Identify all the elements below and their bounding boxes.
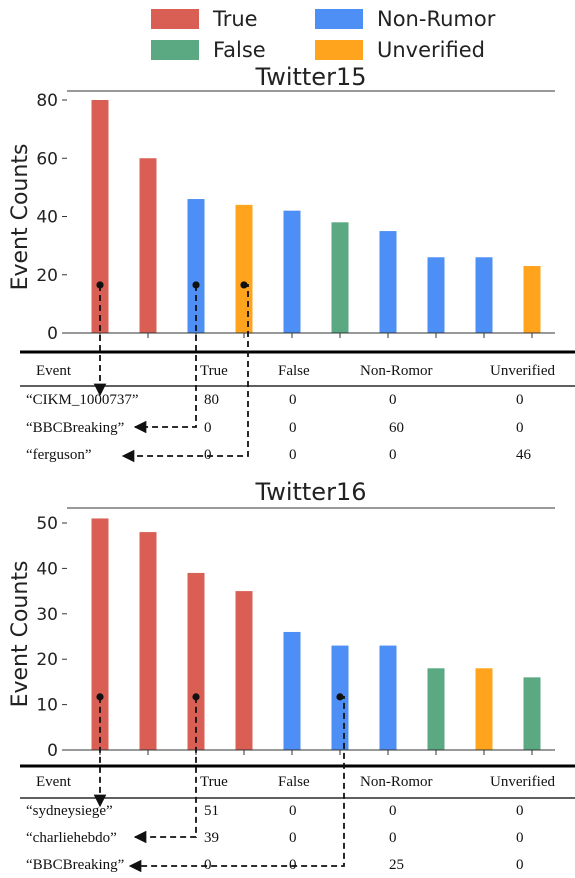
table-header-2: False [278,363,310,379]
bar-1 [91,518,109,750]
table-cell: 0 [289,830,297,846]
y-tick-label: 10 [36,696,58,716]
leader-arrow [133,696,197,844]
y-tick-label: 80 [36,91,58,111]
bar-2 [139,158,157,333]
table-cell: “BBCBreaking” [26,420,124,436]
y-tick-label: 40 [36,559,58,579]
y-tick-label: 30 [36,605,58,625]
table-cell: 51 [204,803,219,819]
y-tick-label: 50 [36,514,58,534]
legend-label: True [212,7,258,31]
table-cell: “ferguson” [26,447,92,463]
y-axis-label: Event Counts [8,144,33,291]
bar-8 [427,257,445,333]
table-cell: 0 [204,420,212,436]
bar-8 [427,668,445,750]
leader-arrow [121,284,249,463]
twitter16-panel: Twitter16 Event Counts 0 10 20 30 40 50 Event Tru… [8,478,575,873]
bar-9 [475,668,493,750]
bar-6 [331,222,349,333]
bar-5 [283,631,301,750]
bar-5 [283,210,301,333]
table-header-1: True [200,363,228,379]
table-header-0: Event [36,363,72,379]
table-cell: 0 [389,392,397,408]
table-header-2: False [278,774,310,790]
table-cell: 0 [389,803,397,819]
table-cell: 0 [204,857,212,873]
chart-title: Twitter16 [255,478,367,506]
table-cell: 60 [389,420,404,436]
table-header-4: Unverified [490,363,555,379]
table-cell: 0 [389,830,397,846]
twitter15-panel: Twitter15 Event Counts 0 20 40 60 80 Event True F… [8,63,575,463]
table-cell: 46 [516,447,532,463]
y-tick-label: 20 [36,266,58,286]
y-tick-label: 20 [36,650,58,670]
legend-swatch-true [151,9,199,29]
table-cell: “sydneysiege” [26,803,113,819]
legend: True Non-Rumor False Unverified [151,7,496,62]
legend-swatch-non-rumor [315,9,363,29]
bar-3 [187,199,205,333]
table-cell: 0 [289,803,297,819]
legend-label: Non-Rumor [377,7,496,31]
table-cell: 0 [389,447,397,463]
table-cell: 0 [516,420,524,436]
table-header-0: Event [36,774,72,790]
table-cell: “BBCBreaking” [26,857,124,873]
bar-2 [139,532,157,750]
bar-3 [187,572,205,750]
y-tick-label: 0 [47,324,58,344]
table-cell: 0 [516,803,524,819]
bar-10 [523,266,541,333]
table-cell: 0 [516,857,524,873]
y-axis-label: Event Counts [8,561,33,708]
y-tick-label: 0 [47,741,58,761]
bar-1 [91,100,109,333]
leader-arrow [133,284,197,434]
table-cell: 0 [289,447,297,463]
table-cell: “charliehebdo” [26,830,117,846]
y-tick-label: 60 [36,149,58,169]
table-cell: “CIKM_1000737” [26,392,139,408]
bar-7 [379,645,397,750]
table-cell: 0 [289,420,297,436]
legend-swatch-unverified [315,40,363,60]
table-cell: 39 [204,830,219,846]
table-cell: 0 [516,392,524,408]
legend-swatch-false [151,40,199,60]
table-cell: 0 [204,447,212,463]
table-cell: 0 [289,857,297,873]
table-header-4: Unverified [490,774,555,790]
table-header-3: Non-Romor [360,774,433,790]
table-cell: 0 [516,830,524,846]
legend-label: Unverified [377,38,485,62]
chart-title: Twitter15 [255,63,367,91]
table-cell: 25 [389,857,404,873]
table-header-1: True [200,774,228,790]
table-header-3: Non-Romor [360,363,433,379]
bar-4 [235,204,253,333]
y-tick-label: 40 [36,208,58,228]
legend-label: False [213,38,266,62]
bar-4 [235,591,253,750]
bar-10 [523,677,541,750]
bar-7 [379,231,397,333]
bar-9 [475,257,493,333]
table-cell: 0 [289,392,297,408]
leader-arrow [128,695,345,873]
table-cell: 80 [204,392,219,408]
